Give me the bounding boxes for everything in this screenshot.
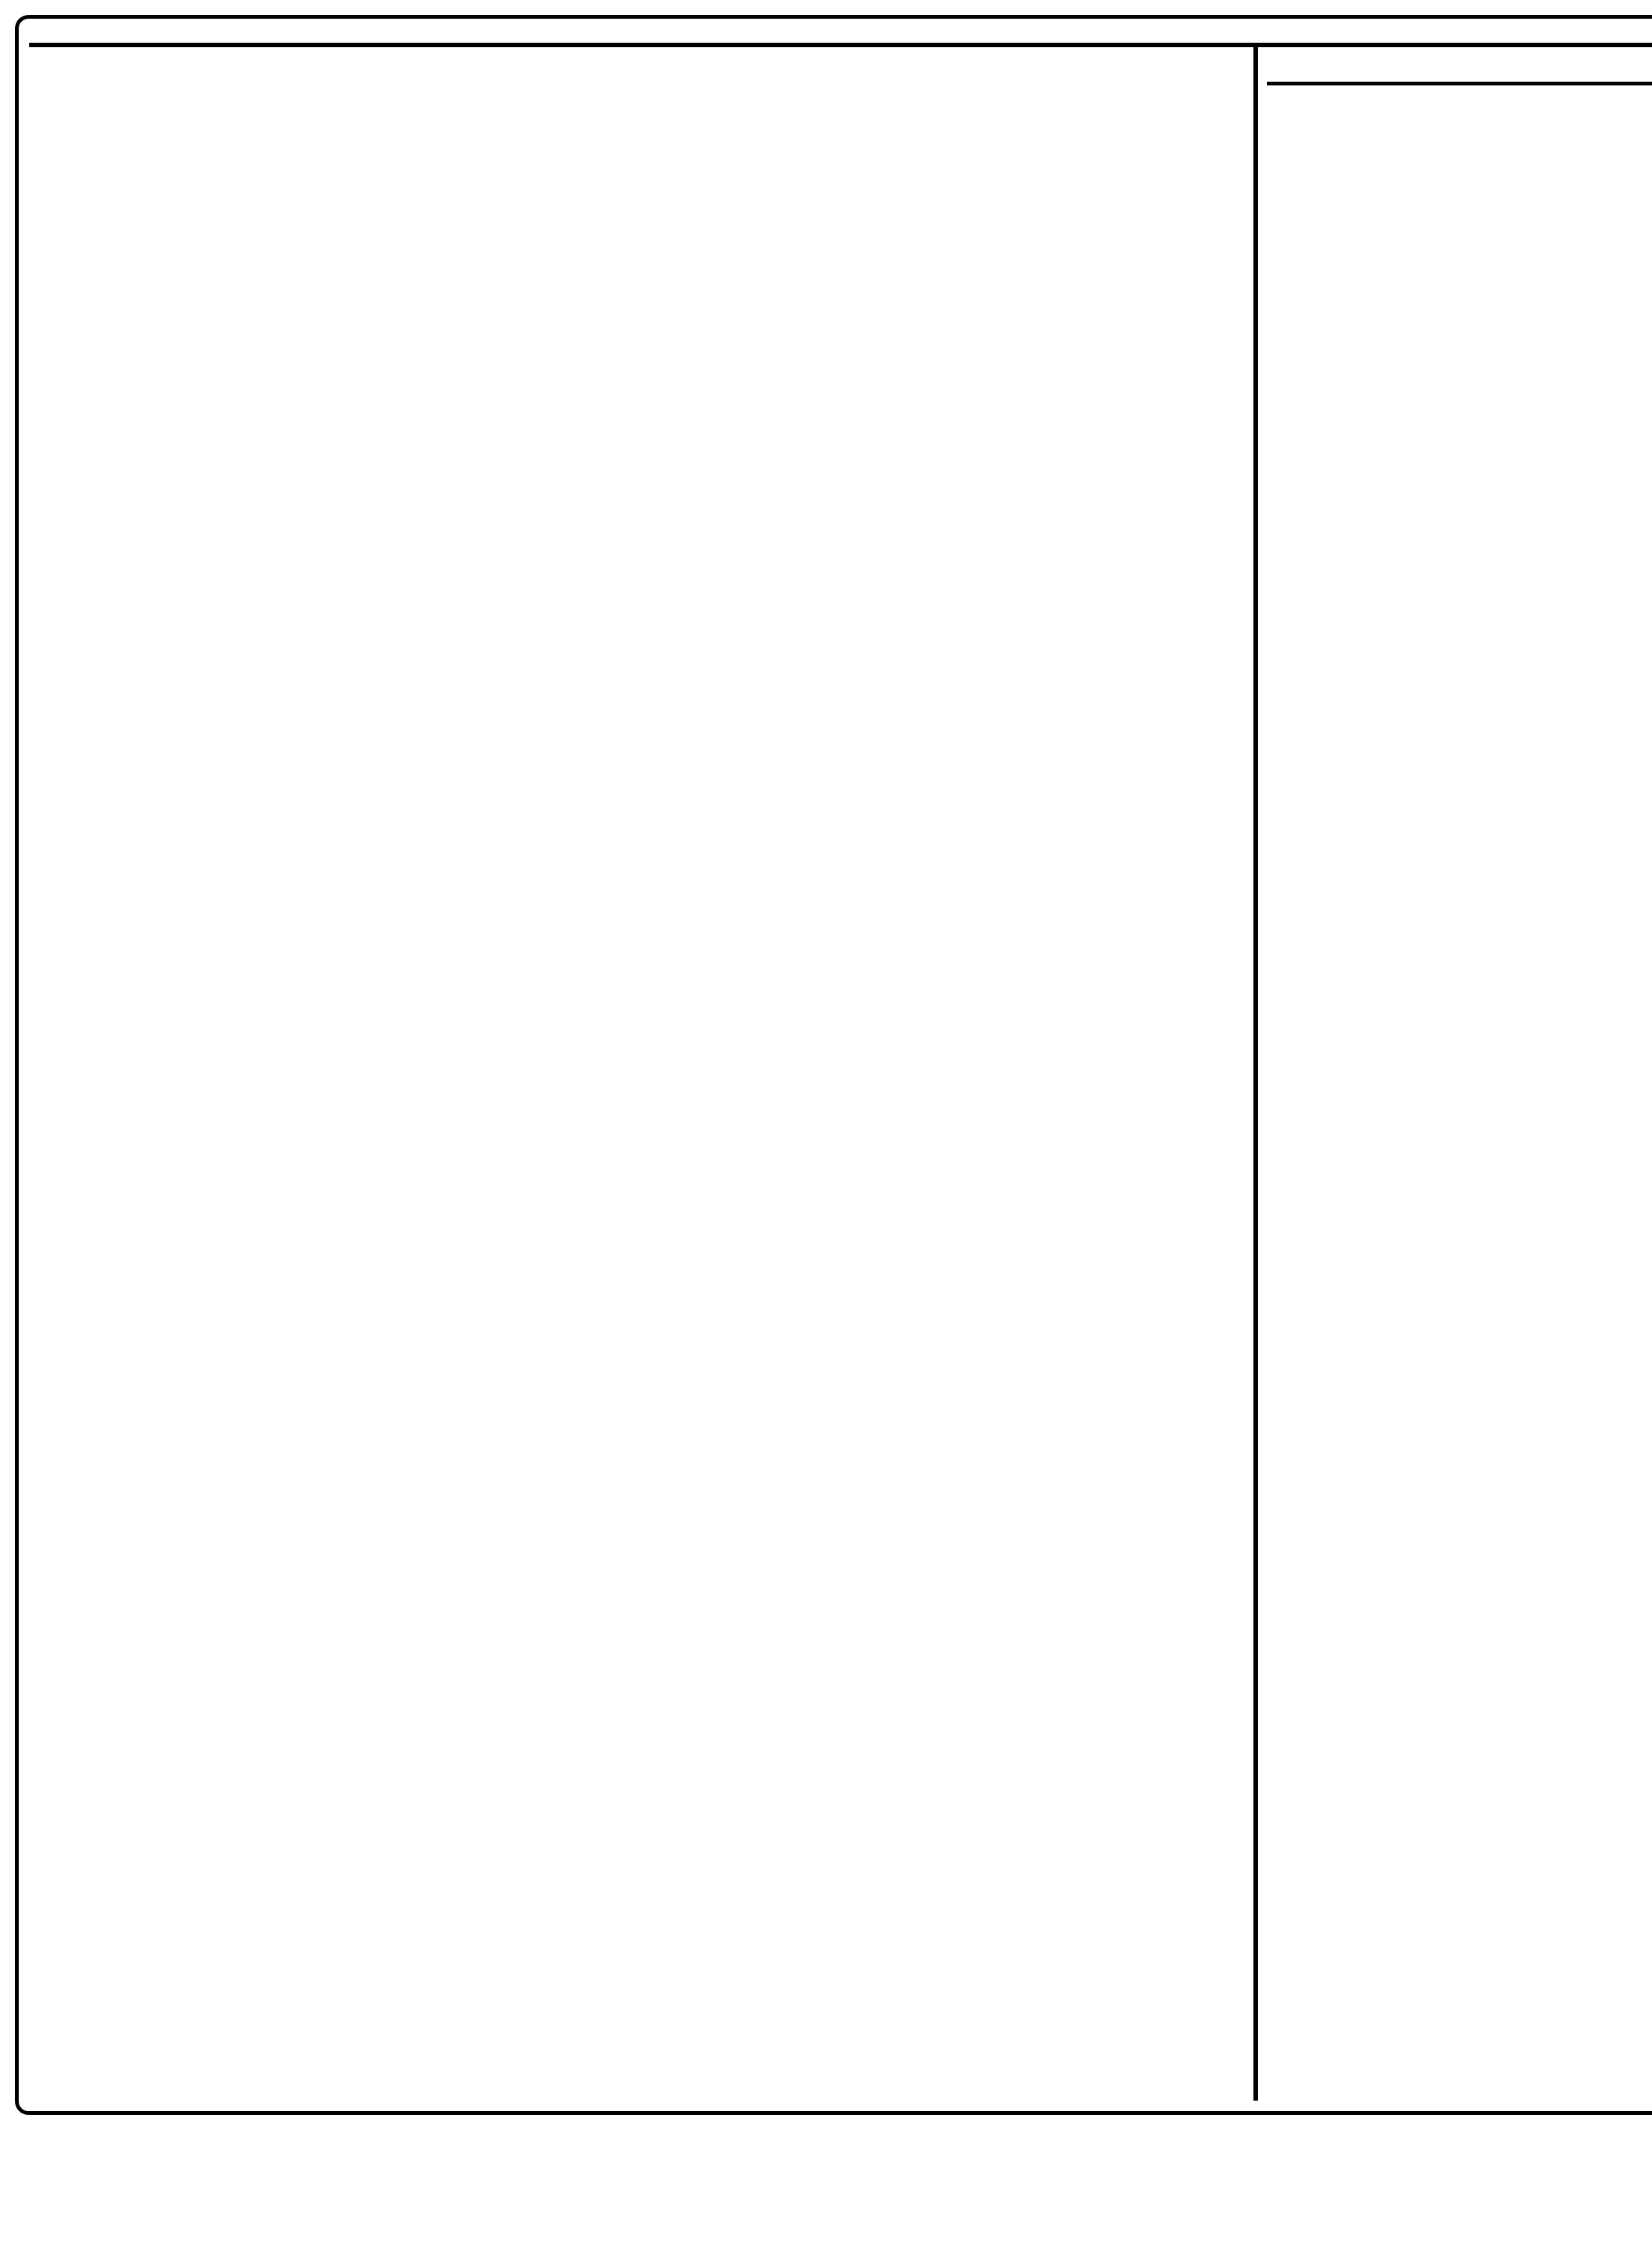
toolbar-panel — [1258, 47, 1652, 2101]
toolbar-title — [1267, 47, 1652, 85]
flowchart-svg — [29, 47, 1258, 2101]
main-area — [29, 43, 1652, 2101]
flowchart-panel — [29, 47, 1258, 2101]
app-frame — [15, 15, 1652, 2115]
